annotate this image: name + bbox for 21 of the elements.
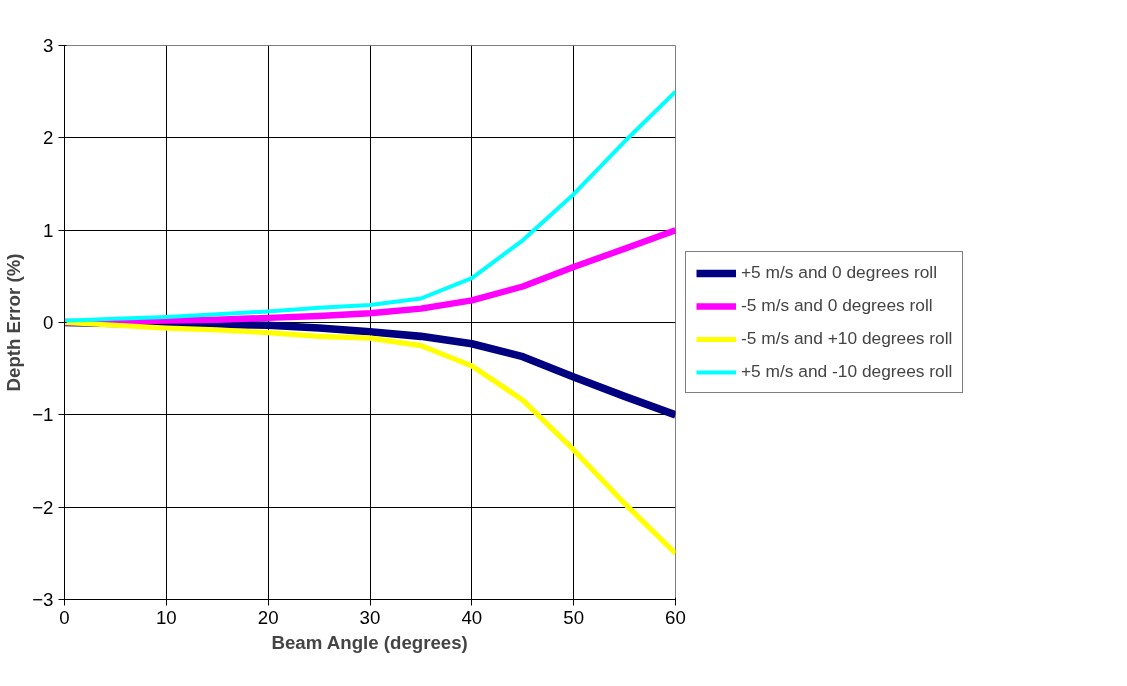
x-axis-title: Beam Angle (degrees): [271, 631, 468, 653]
x-tick-label: 50: [563, 606, 585, 628]
y-tick-label: −2: [32, 496, 54, 518]
y-tick-label: 2: [43, 127, 54, 149]
legend-label: -5 m/s and +10 degrees roll: [741, 328, 953, 349]
x-tick-label: 60: [665, 606, 686, 628]
legend-label: +5 m/s and -10 degrees roll: [741, 361, 953, 382]
y-tick-label: 0: [43, 312, 54, 333]
legend-label: +5 m/s and 0 degrees roll: [741, 262, 938, 283]
x-tick-label: 10: [155, 606, 177, 628]
y-tick-label: 1: [43, 219, 54, 241]
y-tick-label: −1: [32, 404, 54, 426]
y-tick-label: −3: [32, 589, 54, 610]
legend-label: -5 m/s and 0 degrees roll: [741, 295, 933, 316]
line-series: [64, 89, 676, 323]
x-tick-label: 30: [359, 606, 381, 628]
x-tick-label: 20: [257, 606, 279, 628]
x-tick-label: 0: [59, 606, 70, 628]
x-tick-label: 40: [461, 606, 483, 628]
y-axis-title: Depth Error (%): [3, 253, 25, 392]
y-tick-label: 3: [43, 35, 54, 56]
